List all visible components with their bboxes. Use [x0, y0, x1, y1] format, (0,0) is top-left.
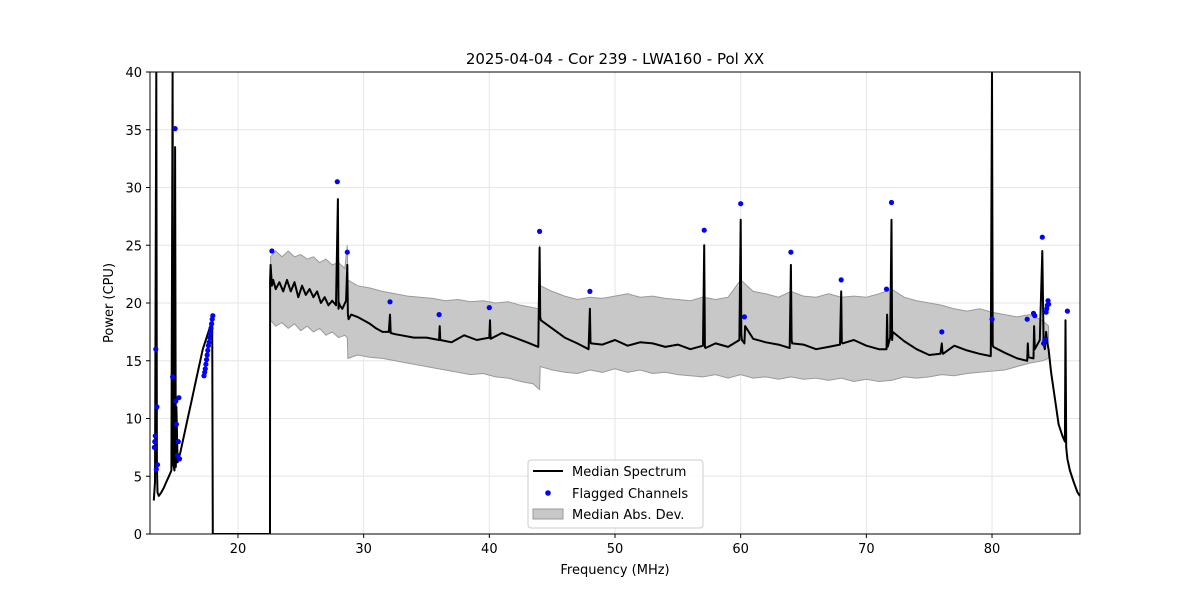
flagged-point — [209, 321, 215, 327]
x-tick-label: 40 — [481, 542, 498, 557]
x-tick-label: 80 — [984, 542, 1001, 557]
flagged-point — [838, 277, 844, 283]
x-tick-label: 50 — [607, 542, 624, 557]
flagged-point — [939, 329, 945, 335]
flagged-point — [344, 249, 350, 255]
y-tick-label: 30 — [125, 182, 142, 197]
flagged-point — [176, 395, 182, 401]
flagged-point — [152, 433, 158, 439]
chart-title: 2025-04-04 - Cor 239 - LWA160 - Pol XX — [466, 50, 764, 68]
median-spectrum-line — [152, 72, 1080, 534]
y-tick-label: 25 — [125, 239, 142, 254]
legend-box — [527, 459, 704, 529]
flagged-point — [205, 347, 211, 353]
y-tick-label: 0 — [134, 528, 142, 543]
y-tick-label: 40 — [125, 66, 142, 81]
flagged-point — [204, 357, 210, 363]
flagged-point — [173, 421, 179, 427]
flagged-point — [883, 286, 890, 292]
flagged-point — [1046, 301, 1052, 307]
flagged-point — [436, 312, 442, 318]
x-axis-label: Frequency (MHz) — [560, 563, 669, 578]
flagged-point — [207, 335, 213, 341]
flagged-point — [701, 227, 707, 233]
legend-flagged-label: Flagged Channels — [572, 487, 688, 502]
flagged-point — [206, 339, 212, 345]
flagged-point — [486, 305, 492, 311]
y-tick-label: 35 — [125, 124, 142, 139]
flagged-point — [151, 444, 157, 450]
x-tick-label: 70 — [858, 542, 875, 557]
flagged-point — [738, 201, 744, 207]
legend: Median Spectrum Flagged Channels Median … — [527, 459, 704, 529]
legend-mad-label: Median Abs. Dev. — [572, 508, 684, 523]
x-tick-label: 20 — [230, 542, 247, 557]
y-tick-label: 5 — [134, 470, 142, 485]
flagged-point — [176, 456, 183, 462]
y-axis-ticks: 0 5 10 15 20 25 30 35 40 — [125, 66, 150, 543]
flagged-point — [587, 288, 593, 294]
flagged-point — [204, 352, 210, 358]
legend-flagged-swatch — [545, 490, 551, 496]
flagged-point — [1064, 308, 1070, 314]
flagged-point — [269, 248, 275, 254]
flagged-point — [1042, 337, 1048, 343]
flagged-points-group — [151, 126, 1070, 472]
flagged-point — [202, 366, 208, 372]
legend-mad-swatch — [532, 508, 564, 520]
flagged-point — [208, 325, 214, 331]
x-tick-label: 60 — [732, 542, 749, 557]
flagged-point — [334, 179, 340, 185]
flagged-point — [154, 404, 160, 410]
y-tick-label: 10 — [125, 413, 142, 428]
flagged-point — [207, 330, 213, 336]
flagged-point — [153, 346, 159, 352]
flagged-point — [1039, 234, 1045, 240]
flagged-point — [741, 314, 748, 320]
flagged-point — [172, 126, 178, 132]
flagged-point — [173, 398, 179, 404]
y-tick-label: 15 — [125, 355, 142, 370]
median-line-group — [152, 72, 1080, 534]
flagged-point — [203, 361, 209, 367]
flagged-point — [387, 299, 393, 305]
flagged-point — [1032, 313, 1038, 319]
flagged-point — [788, 249, 794, 255]
flagged-point — [153, 466, 159, 472]
x-axis-ticks: 20 30 40 50 60 70 80 — [230, 534, 1001, 557]
flagged-point — [537, 228, 543, 234]
flagged-point — [1024, 316, 1030, 322]
y-axis-label: Power (CPU) — [102, 263, 117, 343]
flagged-point — [888, 199, 895, 206]
flagged-point — [154, 462, 161, 468]
x-tick-label: 30 — [355, 542, 372, 557]
flagged-point — [170, 374, 176, 380]
flagged-point — [152, 439, 158, 445]
legend-median-label: Median Spectrum — [572, 465, 686, 480]
flagged-point — [989, 316, 995, 322]
y-tick-label: 20 — [125, 297, 142, 312]
flagged-point — [210, 313, 216, 319]
flagged-point — [175, 439, 181, 445]
